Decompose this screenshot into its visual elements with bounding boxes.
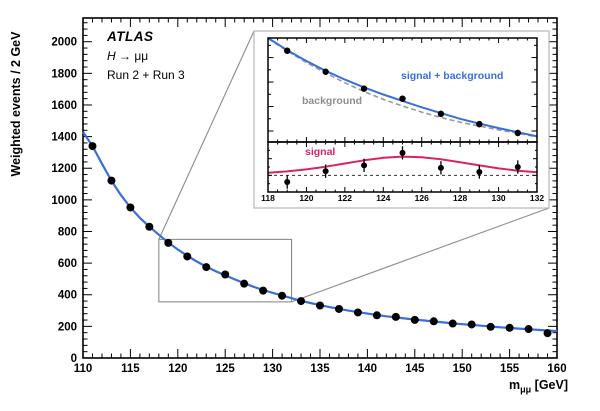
x-axis-title-base: m — [509, 378, 521, 392]
main-tick-labels: 110 115 120 125 130 135 140 145 150 155 1600200400… — [51, 37, 566, 375]
svg-text:155: 155 — [500, 363, 520, 375]
svg-text:126: 126 — [415, 193, 429, 203]
legend-background: background — [302, 95, 363, 107]
svg-text:122: 122 — [338, 193, 352, 203]
svg-text:135: 135 — [310, 363, 330, 375]
svg-text:120: 120 — [299, 193, 313, 203]
inset-ticks — [267, 38, 538, 192]
svg-text:1800: 1800 — [51, 68, 77, 80]
svg-text:160: 160 — [547, 363, 566, 375]
svg-text:0: 0 — [71, 353, 77, 365]
svg-text:200: 200 — [58, 321, 77, 333]
svg-text:600: 600 — [58, 258, 77, 270]
main-axis-ticks — [82, 18, 558, 359]
svg-text:1000: 1000 — [51, 195, 77, 207]
svg-text:150: 150 — [453, 363, 472, 375]
svg-text:115: 115 — [121, 363, 140, 375]
connector-lines — [158, 30, 550, 303]
svg-text:1400: 1400 — [51, 132, 77, 144]
legend-signal-plus-background: signal + background — [401, 70, 504, 82]
y-axis-title: Weighted events / 2 GeV — [9, 31, 23, 177]
svg-text:130: 130 — [491, 193, 505, 203]
legend-signal: signal — [305, 146, 336, 158]
svg-text:140: 140 — [358, 363, 377, 375]
svg-text:120: 120 — [168, 363, 187, 375]
experiment-label: ATLAS — [107, 29, 154, 44]
svg-text:1600: 1600 — [51, 100, 77, 112]
svg-text:145: 145 — [405, 363, 425, 375]
inset-data-points — [284, 47, 521, 137]
inset-background-curve — [267, 37, 538, 138]
svg-text:132: 132 — [530, 193, 544, 203]
data-points — [88, 142, 552, 338]
inset-x-tick-labels: 118 120 122 124 126 128 130 132 — [261, 193, 544, 203]
svg-text:118: 118 — [261, 193, 275, 203]
zoom-box — [158, 238, 293, 303]
process-label: H → μμ — [107, 49, 148, 63]
svg-text:124: 124 — [376, 193, 390, 203]
svg-text:800: 800 — [58, 226, 77, 238]
process-particle: H — [107, 49, 116, 63]
x-axis-title-unit: [GeV] — [531, 378, 568, 392]
svg-text:128: 128 — [453, 193, 467, 203]
svg-text:400: 400 — [58, 290, 77, 302]
svg-text:110: 110 — [74, 363, 93, 375]
x-axis-title-subscript: μμ — [520, 384, 532, 395]
svg-text:125: 125 — [216, 363, 236, 375]
x-axis-title: mμμ [GeV] — [430, 378, 568, 395]
process-decay: → μμ — [115, 49, 149, 63]
svg-text:2000: 2000 — [51, 37, 77, 49]
dataset-label: Run 2 + Run 3 — [107, 68, 185, 82]
signal-data-points — [284, 146, 521, 189]
svg-text:130: 130 — [263, 363, 282, 375]
svg-text:1200: 1200 — [51, 163, 77, 175]
